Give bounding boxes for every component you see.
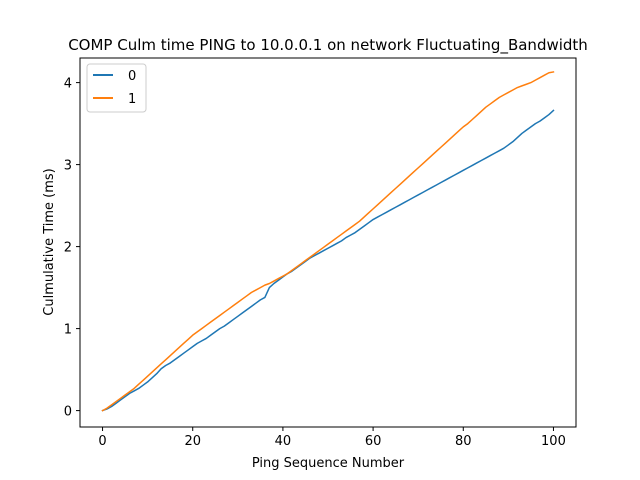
x-tick-label: 100 [541,434,566,449]
y-axis-label: Culmulative Time (ms) [42,168,57,315]
y-tick-label: 2 [64,241,72,256]
x-tick-label: 20 [184,434,201,449]
legend: 0 1 [86,63,147,113]
y-axis-ticks: 0 1 2 3 4 [64,77,80,420]
x-tick-label: 60 [365,434,382,449]
series-line-0 [101,109,555,412]
y-tick-label: 3 [64,159,72,174]
y-tick-label: 1 [64,323,72,338]
legend-label-series-1: 1 [128,92,136,107]
chart-title: COMP Culm time PING to 10.0.0.1 on netwo… [68,36,588,55]
y-tick-label: 0 [64,405,72,420]
legend-label-series-0: 0 [128,69,136,84]
x-axis-ticks: 0 20 40 60 80 100 [98,427,566,449]
x-tick-label: 0 [98,434,106,449]
series-layer [101,71,555,412]
x-tick-label: 80 [455,434,472,449]
x-tick-label: 40 [275,434,292,449]
series-line-1 [101,71,555,412]
y-tick-label: 4 [64,77,72,92]
x-axis-label: Ping Sequence Number [252,456,405,471]
plot-area-frame [79,57,577,428]
legend-box [86,63,147,113]
